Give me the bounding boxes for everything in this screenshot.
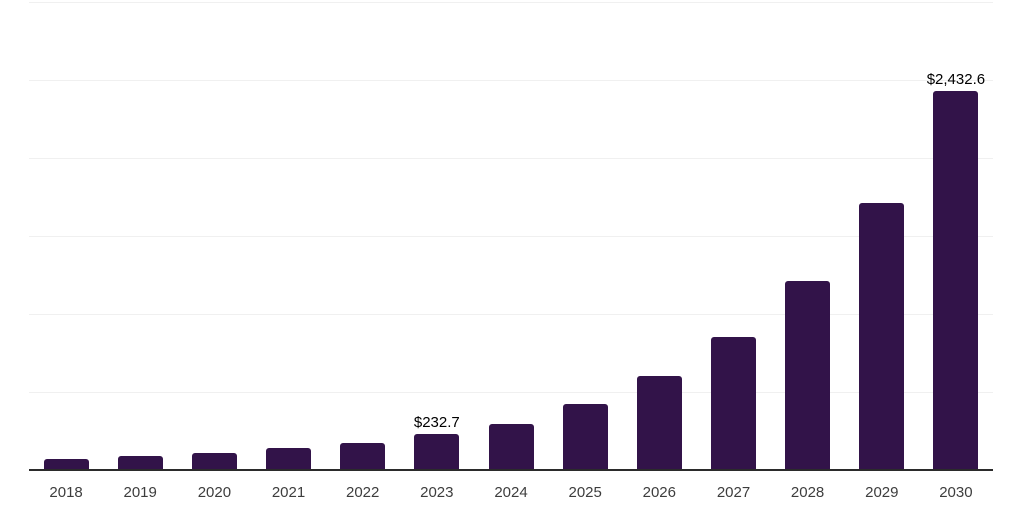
gridline — [29, 80, 993, 81]
value-label-2030: $2,432.6 — [926, 70, 986, 88]
bar-2025[interactable] — [562, 404, 608, 470]
value-label-2023: $232.7 — [413, 413, 460, 431]
bar-2027[interactable] — [711, 337, 756, 470]
bar-2021[interactable] — [266, 447, 311, 470]
x-axis-label-2028: 2028 — [790, 484, 825, 501]
x-axis-label-2023: 2023 — [420, 484, 454, 501]
bar-2024[interactable] — [488, 423, 534, 470]
bar-2022[interactable] — [340, 442, 386, 470]
x-axis-label-2020: 2020 — [197, 484, 232, 501]
x-axis-label-2024: 2024 — [494, 484, 528, 501]
gridline — [29, 2, 993, 3]
gridline — [29, 158, 993, 159]
x-axis-label-2025: 2025 — [568, 484, 602, 501]
bar-2019[interactable] — [117, 456, 163, 470]
bar-2018[interactable] — [43, 458, 89, 470]
bar-2028[interactable] — [785, 281, 831, 470]
gridline — [29, 236, 993, 237]
bar-2030[interactable] — [933, 90, 979, 470]
x-axis-label-2019: 2019 — [123, 484, 157, 501]
x-axis-label-2021: 2021 — [271, 484, 306, 501]
bar-2023[interactable] — [414, 433, 460, 470]
gridline — [29, 392, 993, 393]
x-axis-label-2027: 2027 — [716, 484, 751, 501]
gridline — [29, 314, 993, 315]
bar-2026[interactable] — [636, 375, 682, 470]
x-axis-label-2022: 2022 — [346, 484, 380, 501]
x-axis-label-2029: 2029 — [865, 484, 899, 501]
x-axis-label-2030: 2030 — [939, 484, 973, 501]
x-axis-label-2018: 2018 — [49, 484, 83, 501]
bar-2029[interactable] — [859, 202, 905, 470]
x-axis-label-2026: 2026 — [642, 484, 676, 501]
x-axis-line — [29, 469, 993, 471]
bar-2020[interactable] — [191, 452, 237, 470]
